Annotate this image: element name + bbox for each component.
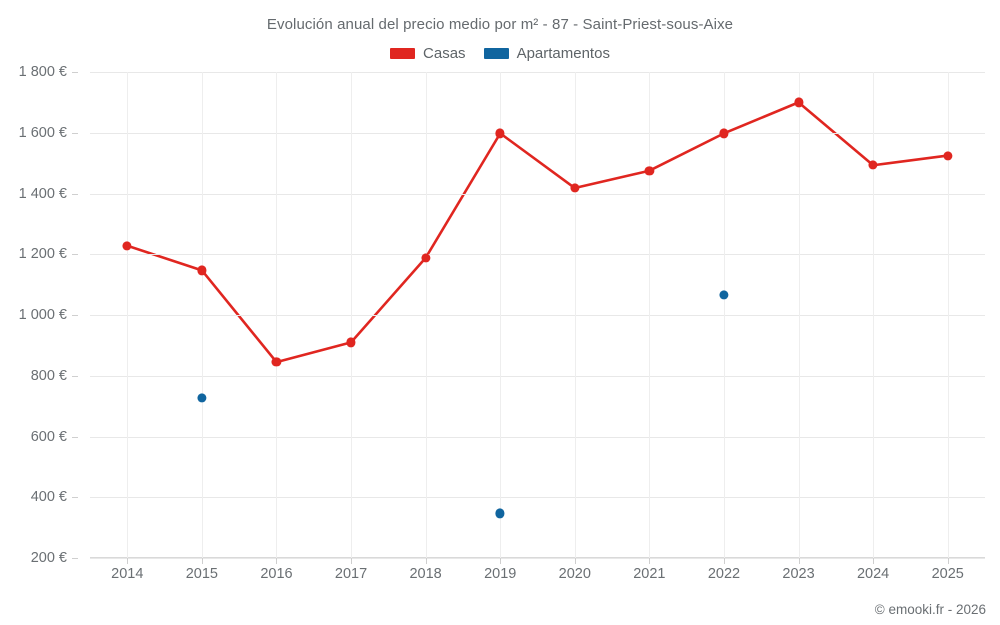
- y-tick-label: 800 €: [30, 367, 67, 384]
- gridline-horizontal: [90, 436, 985, 438]
- legend-item-casas[interactable]: Casas: [390, 45, 466, 62]
- gridline-horizontal: [90, 375, 985, 377]
- x-tick-label: 2025: [931, 566, 964, 582]
- x-tick-label: 2019: [484, 566, 517, 582]
- data-point[interactable]: [868, 160, 878, 170]
- x-tick-label: 2020: [558, 566, 591, 582]
- gridline-horizontal: [90, 193, 985, 195]
- y-tick-mark: [72, 558, 78, 559]
- data-point[interactable]: [495, 508, 505, 518]
- x-tick-mark: [947, 558, 949, 564]
- x-tick-mark: [425, 558, 427, 564]
- x-tick-mark: [723, 558, 725, 564]
- gridline-vertical: [500, 72, 502, 558]
- x-tick-mark: [574, 558, 576, 564]
- legend-label: Apartamentos: [516, 45, 610, 62]
- x-tick-mark: [127, 558, 129, 564]
- gridline-horizontal: [90, 254, 985, 256]
- data-point[interactable]: [197, 265, 207, 275]
- gridline-vertical: [127, 72, 129, 558]
- gridline-horizontal: [90, 497, 985, 499]
- legend-swatch-icon: [390, 48, 416, 59]
- data-point[interactable]: [943, 150, 953, 161]
- data-point[interactable]: [793, 97, 804, 107]
- data-point[interactable]: [346, 337, 356, 347]
- gridline-vertical: [947, 72, 949, 558]
- x-tick-label: 2017: [334, 566, 368, 582]
- y-tick-label: 1 600 €: [18, 124, 67, 141]
- y-axis: 1 800 € 1 600 € 1 400 € 1 200 € 1 000 € 800 €…: [0, 64, 78, 566]
- gridline-vertical: [425, 72, 427, 558]
- x-tick-mark: [649, 558, 651, 564]
- y-tick-mark: [72, 375, 78, 377]
- x-tick-label: 2016: [260, 566, 293, 582]
- gridline-vertical: [873, 72, 875, 558]
- data-point[interactable]: [197, 393, 207, 403]
- gridline-vertical: [649, 72, 651, 558]
- chart-title: Evolución anual del precio medio por m² …: [266, 16, 734, 33]
- y-tick-label: 400 €: [30, 489, 67, 506]
- legend-label: Casas: [423, 45, 466, 62]
- gridline-vertical: [798, 72, 800, 558]
- gridline-horizontal: [90, 558, 985, 559]
- gridline-vertical: [276, 72, 278, 558]
- y-tick-mark: [72, 132, 78, 134]
- y-tick-mark: [72, 72, 78, 73]
- data-point[interactable]: [122, 241, 132, 251]
- legend-item-apartamentos[interactable]: Apartamentos: [483, 45, 610, 62]
- x-tick-label: 2014: [111, 566, 144, 582]
- series-lines: [125, 101, 950, 364]
- data-point[interactable]: [570, 183, 580, 193]
- x-tick-mark: [798, 558, 800, 564]
- gridline-horizontal: [90, 315, 985, 316]
- x-tick-label: 2023: [782, 566, 815, 582]
- x-tick-mark: [873, 558, 875, 564]
- y-tick-label: 1 800 €: [18, 64, 67, 80]
- data-point[interactable]: [719, 128, 729, 138]
- data-point[interactable]: [719, 290, 729, 300]
- x-tick-mark: [351, 558, 353, 564]
- y-tick-mark: [72, 497, 78, 499]
- x-tick-label: 2021: [633, 566, 666, 582]
- x-tick-label: 2018: [409, 566, 442, 582]
- y-tick-label: 1 400 €: [18, 185, 67, 202]
- gridline-vertical: [201, 72, 203, 558]
- legend-swatch-icon: [483, 48, 509, 59]
- data-point[interactable]: [495, 128, 505, 138]
- chart-legend: Casas Apartamentos: [0, 45, 1000, 62]
- x-axis-line: [90, 557, 985, 558]
- y-tick-label: 1 000 €: [18, 307, 67, 323]
- gridline-horizontal: [90, 72, 985, 73]
- x-tick-mark: [276, 558, 278, 564]
- y-tick-label: 600 €: [30, 428, 67, 445]
- y-tick-label: 200 €: [30, 550, 67, 566]
- x-tick-mark: [201, 558, 203, 564]
- x-tick-label: 2015: [185, 566, 219, 582]
- data-point[interactable]: [644, 166, 654, 176]
- data-point[interactable]: [271, 357, 282, 367]
- gridline-vertical: [351, 72, 353, 558]
- series-line-casas: [125, 101, 950, 364]
- y-tick-mark: [72, 315, 78, 316]
- data-point[interactable]: [421, 253, 431, 263]
- x-tick-label: 2024: [856, 566, 890, 582]
- footer-credit: © emooki.fr - 2026: [874, 602, 986, 617]
- y-tick-mark: [72, 436, 78, 438]
- x-tick-label: 2022: [707, 566, 741, 582]
- y-tick-mark: [72, 193, 78, 195]
- gridline-vertical: [723, 72, 725, 558]
- y-tick-label: 1 200 €: [18, 246, 67, 263]
- gridline-horizontal: [90, 132, 985, 134]
- plot-area: [90, 72, 985, 559]
- x-tick-mark: [500, 558, 502, 564]
- gridline-vertical: [574, 72, 576, 558]
- y-tick-mark: [72, 254, 78, 256]
